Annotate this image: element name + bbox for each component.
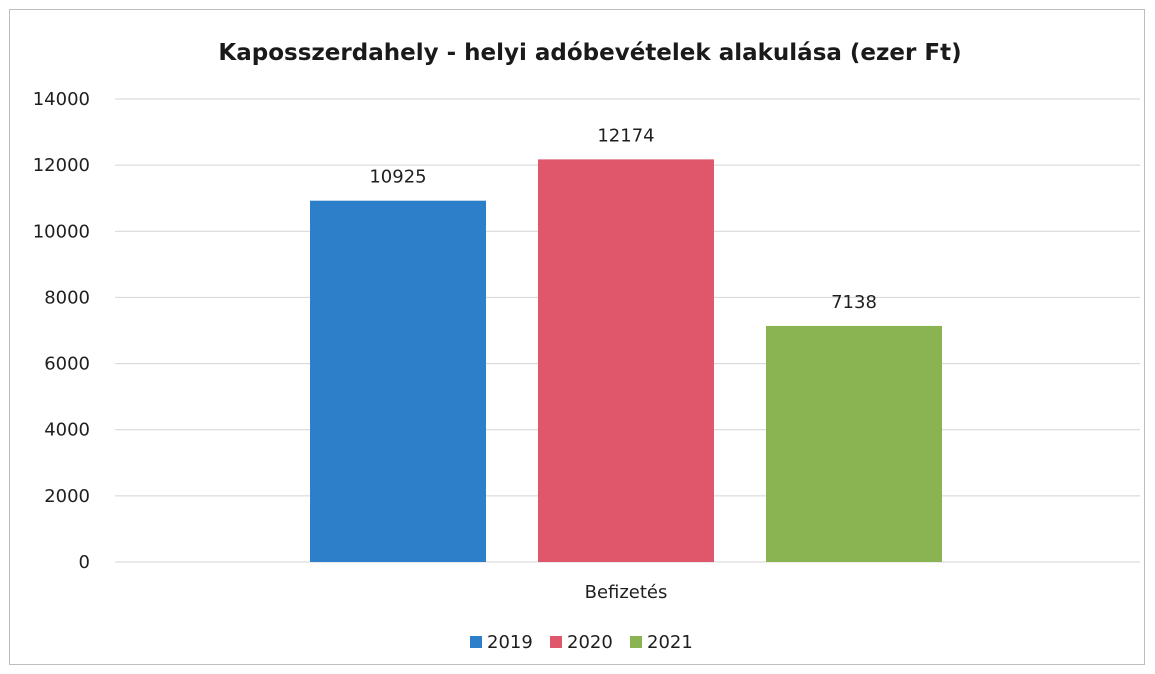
y-tick-label: 8000 [44,287,90,308]
legend-label-2019: 2019 [487,632,533,653]
legend-label-2021: 2021 [647,632,693,653]
y-tick-label: 2000 [44,486,90,507]
bar-2021 [766,325,942,562]
y-tick-label: 14000 [33,89,90,110]
legend-swatch-2020 [550,636,562,648]
data-label-2019: 10925 [369,167,426,188]
y-tick-label: 12000 [33,155,90,176]
legend-label-2020: 2020 [567,632,613,653]
bar-2020 [538,159,714,562]
legend-swatch-2019 [470,636,482,648]
y-tick-label: 4000 [44,420,90,441]
data-label-2021: 7138 [831,292,877,313]
y-tick-label: 6000 [44,354,90,375]
bars [310,159,942,562]
data-label-2020: 12174 [597,125,654,146]
y-tick-label: 0 [79,552,90,573]
y-axis-ticks: 0 2000 4000 6000 8000 10000 12000 14000 [33,89,90,573]
category-axis: Befizetés [585,582,668,603]
chart-title: Kaposszerdahely - helyi adóbevételek ala… [218,40,961,66]
category-label: Befizetés [585,582,668,603]
legend: 2019 2020 2021 [470,632,693,653]
legend-swatch-2021 [630,636,642,648]
y-tick-label: 10000 [33,221,90,242]
bar-2019 [310,200,486,562]
data-labels: 10925 12174 7138 [369,125,877,313]
